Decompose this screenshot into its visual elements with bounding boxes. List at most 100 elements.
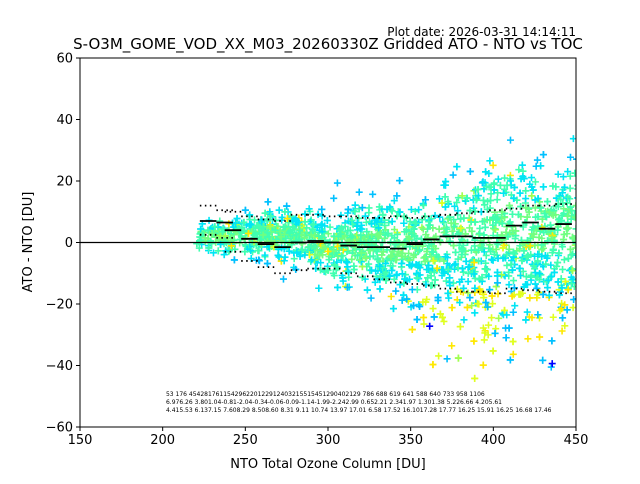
data-point xyxy=(464,263,472,271)
data-point xyxy=(228,242,236,250)
data-point xyxy=(487,247,495,255)
data-point xyxy=(519,240,527,248)
data-point xyxy=(444,198,452,206)
data-point xyxy=(373,248,381,256)
data-point xyxy=(574,197,576,199)
data-point xyxy=(396,177,404,185)
data-point xyxy=(487,183,495,191)
data-point xyxy=(516,264,524,272)
data-point xyxy=(452,248,460,256)
data-point xyxy=(317,266,325,274)
data-point xyxy=(456,278,464,286)
data-point xyxy=(439,218,447,226)
data-point xyxy=(307,242,315,250)
data-point xyxy=(559,173,567,181)
data-point xyxy=(459,246,467,254)
data-point xyxy=(457,215,465,223)
data-point xyxy=(438,199,446,207)
data-point xyxy=(470,204,478,212)
data-point xyxy=(527,271,535,279)
data-point xyxy=(344,205,352,213)
data-point xyxy=(566,172,574,180)
data-point xyxy=(474,185,482,193)
data-point xyxy=(274,251,282,259)
data-point xyxy=(462,197,470,205)
data-point xyxy=(484,303,492,311)
data-point xyxy=(381,234,389,242)
data-point xyxy=(345,268,353,276)
data-point xyxy=(372,267,380,275)
data-point xyxy=(376,285,384,293)
data-point xyxy=(430,313,438,321)
data-point xyxy=(281,208,289,216)
data-point xyxy=(354,214,362,222)
data-point xyxy=(448,342,456,350)
data-point xyxy=(535,276,543,284)
data-point xyxy=(560,230,568,238)
data-point xyxy=(435,352,443,360)
data-point xyxy=(348,216,356,224)
data-point xyxy=(509,248,517,256)
data-point xyxy=(401,228,409,236)
data-point xyxy=(502,334,510,342)
data-point xyxy=(547,363,555,371)
data-point xyxy=(499,244,507,252)
data-point xyxy=(222,247,230,255)
x-tick-label: 200 xyxy=(150,433,175,448)
data-point xyxy=(416,246,424,254)
data-point xyxy=(244,229,252,237)
data-point xyxy=(450,242,458,250)
data-point xyxy=(481,223,489,231)
data-point xyxy=(337,230,345,238)
data-point xyxy=(307,231,315,239)
data-point xyxy=(572,225,576,233)
data-point xyxy=(562,224,570,232)
data-point xyxy=(511,302,519,310)
data-point xyxy=(522,187,530,195)
data-point xyxy=(567,215,575,223)
data-point xyxy=(386,203,394,211)
data-point xyxy=(564,212,572,220)
data-point xyxy=(493,196,501,204)
data-point xyxy=(491,329,499,337)
data-point xyxy=(468,302,476,310)
data-point xyxy=(378,251,386,259)
data-point xyxy=(538,252,546,260)
data-point xyxy=(555,291,563,299)
data-point xyxy=(508,266,516,274)
data-point xyxy=(572,240,576,248)
data-point xyxy=(561,301,569,309)
data-point xyxy=(538,223,546,231)
data-point xyxy=(410,251,418,259)
data-point xyxy=(440,219,448,227)
data-point xyxy=(379,248,387,256)
data-point xyxy=(363,286,371,294)
data-point xyxy=(276,227,284,235)
data-point xyxy=(246,211,254,219)
data-point xyxy=(564,255,572,263)
data-point xyxy=(403,277,411,285)
data-point xyxy=(525,208,533,216)
data-point xyxy=(387,252,395,260)
data-point xyxy=(503,261,511,269)
data-point xyxy=(444,266,452,274)
data-point xyxy=(526,294,534,302)
data-point xyxy=(433,264,441,272)
data-point xyxy=(533,156,541,164)
data-point xyxy=(456,225,464,233)
data-point xyxy=(372,237,380,245)
data-point xyxy=(353,252,361,260)
data-point xyxy=(422,280,430,288)
data-point xyxy=(544,284,552,292)
data-point xyxy=(515,211,523,219)
data-point xyxy=(434,253,442,261)
data-point xyxy=(489,256,497,264)
data-point xyxy=(479,178,487,186)
data-point xyxy=(279,275,287,283)
data-point xyxy=(470,270,478,278)
data-point xyxy=(570,235,576,243)
data-point xyxy=(505,281,513,289)
data-point xyxy=(509,350,517,358)
data-point xyxy=(528,192,536,200)
x-tick-label: 250 xyxy=(233,433,258,448)
